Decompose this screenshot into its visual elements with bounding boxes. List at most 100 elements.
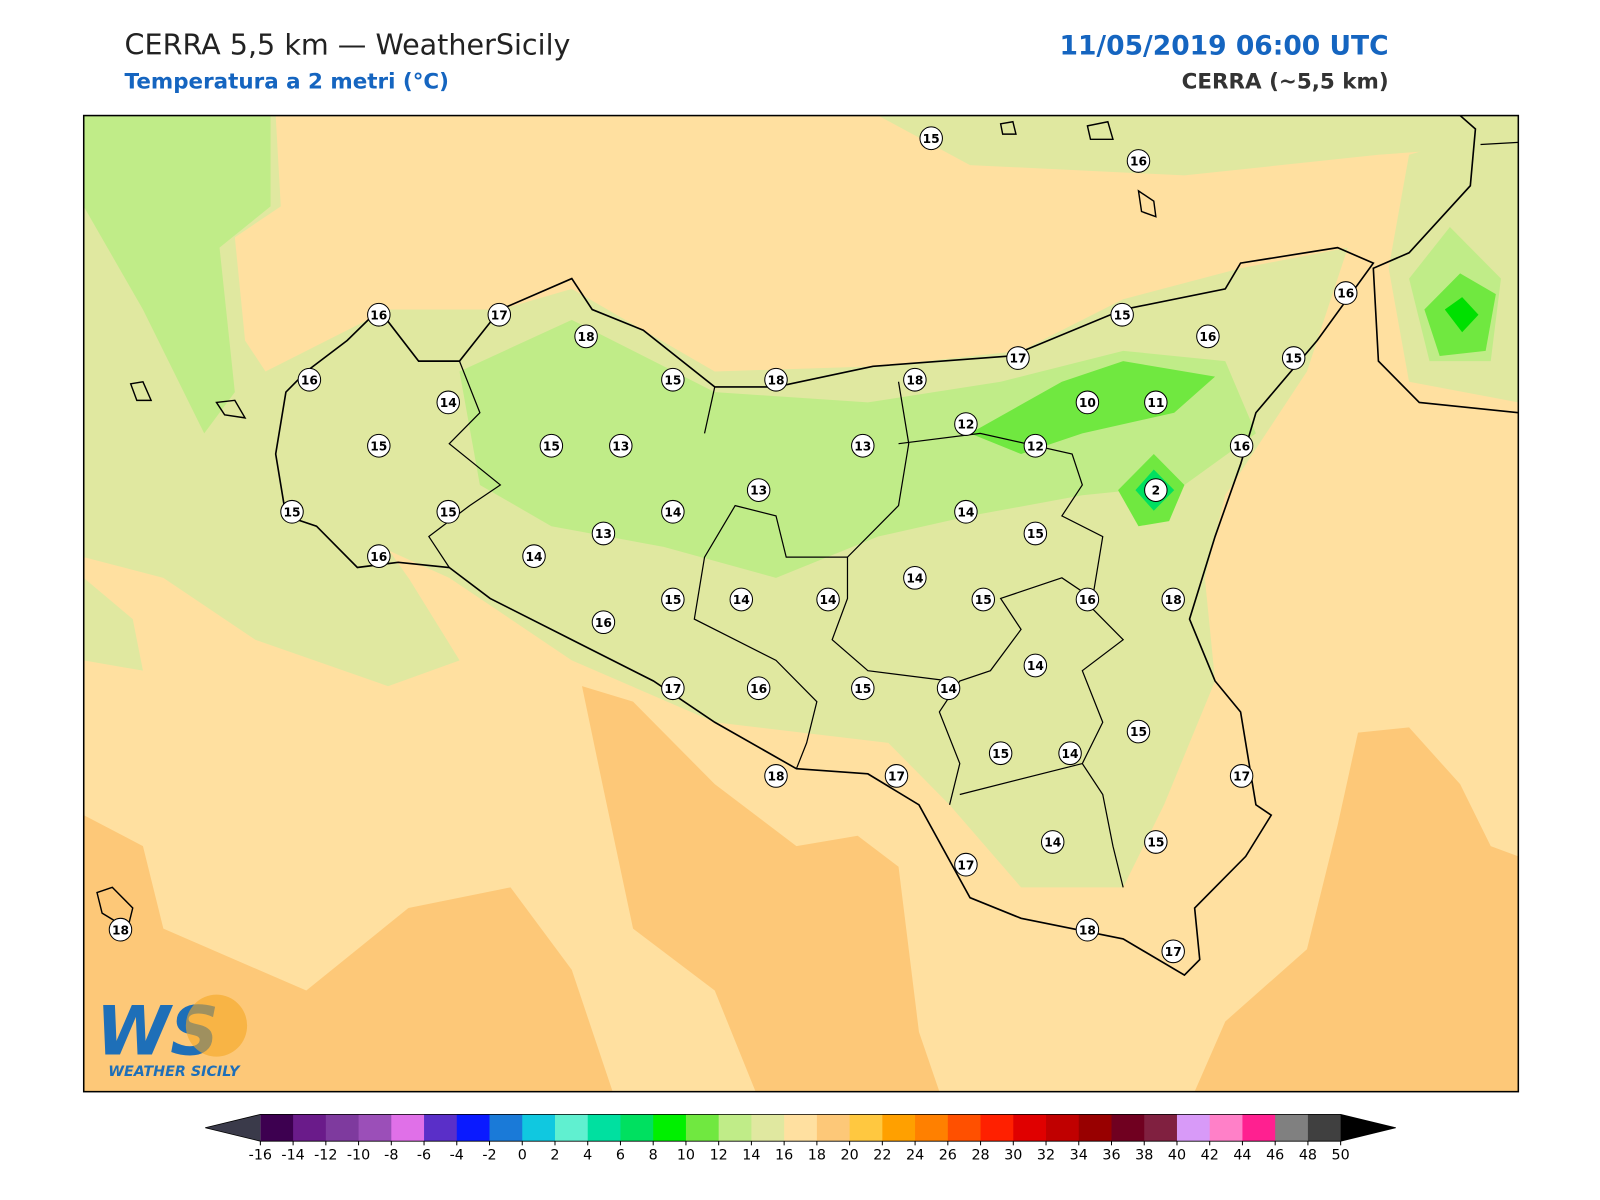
station-value: 13: [595, 527, 612, 541]
colorbar-tick-label: 48: [1299, 1148, 1317, 1164]
colorbar-tick-label: 16: [775, 1148, 793, 1164]
station-value: 16: [1337, 287, 1354, 301]
colorbar-swatch: [718, 1114, 752, 1142]
colorbar-tick-label: 44: [1233, 1148, 1251, 1164]
station-marker: [1334, 281, 1358, 305]
station-marker: [297, 367, 322, 392]
title: CERRA 5,5 km — WeatherSicily: [125, 28, 571, 62]
station-value: 15: [1130, 725, 1147, 739]
field-band: [83, 115, 271, 434]
colorbar-tick-label: 2: [550, 1148, 559, 1164]
colorbar-swatch: [784, 1114, 818, 1142]
colorbar-swatch: [522, 1114, 556, 1142]
colorbar-swatch: [1176, 1114, 1211, 1142]
station-value: 15: [975, 593, 992, 607]
station-value: 18: [1079, 923, 1096, 937]
field-band: [1444, 297, 1479, 333]
station-marker: [1144, 478, 1168, 502]
station-marker: [661, 676, 685, 701]
station-value: 18: [767, 770, 784, 784]
station-value: 17: [491, 308, 508, 322]
station-marker: [1161, 939, 1185, 964]
station-marker: [884, 764, 909, 788]
station-marker: [280, 499, 304, 524]
colorbar-tick-label: -4: [450, 1148, 464, 1164]
colorbar-swatch: [554, 1114, 589, 1142]
coastline: [1372, 115, 1519, 414]
station-marker: [436, 390, 460, 415]
colorbar-over: [1340, 1114, 1396, 1142]
logo-sun: [185, 994, 248, 1057]
colorbar-swatch: [325, 1114, 360, 1142]
station-value: 16: [595, 616, 612, 630]
station-value: 17: [888, 770, 905, 784]
colorbar-tick-label: 18: [808, 1148, 826, 1164]
logo-text: WEATHER SICILY: [108, 1064, 241, 1080]
colorbar-swatch: [456, 1114, 491, 1142]
station-marker: [1040, 830, 1065, 854]
station-marker: [661, 367, 685, 392]
station-marker: [436, 499, 460, 524]
colorbar-swatch: [1307, 1114, 1342, 1142]
station-value: 18: [578, 330, 595, 344]
colorbar-swatch: [915, 1114, 949, 1142]
colorbar-swatch: [391, 1114, 425, 1142]
station-value: 12: [957, 418, 974, 432]
station-value: 15: [923, 132, 940, 146]
station-marker: [954, 852, 978, 877]
station-value: 14: [906, 571, 923, 585]
station-value: 16: [1233, 439, 1250, 453]
station-value: 15: [992, 747, 1009, 761]
station-marker: [971, 587, 996, 612]
station-value: 15: [1285, 352, 1302, 366]
station-value: 14: [1062, 747, 1079, 761]
station-marker: [936, 676, 961, 701]
station-marker: [108, 917, 133, 942]
station-value: 14: [525, 550, 542, 564]
station-value: 14: [440, 396, 457, 410]
station-marker: [539, 433, 564, 458]
station-marker: [1058, 741, 1082, 766]
station-marker: [1023, 433, 1048, 458]
station-value: 16: [370, 308, 387, 322]
colorbar-swatch: [587, 1114, 621, 1142]
colorbar-tick-label: 24: [906, 1148, 924, 1164]
station-value: 15: [440, 505, 457, 519]
colorbar-swatch: [1013, 1114, 1047, 1142]
station-value: 13: [854, 439, 871, 453]
station-value: 15: [1147, 836, 1164, 850]
station-marker: [746, 478, 771, 502]
station-value: 18: [112, 923, 129, 937]
station-marker: [367, 544, 391, 569]
colorbar-swatch: [1078, 1114, 1113, 1142]
station-marker: [591, 521, 616, 546]
colorbar-swatch: [620, 1114, 654, 1142]
station-value: 18: [906, 373, 923, 387]
station-value: 16: [370, 550, 387, 564]
station-marker: [367, 433, 391, 458]
station-value: 2: [1152, 484, 1161, 498]
station-marker: [1161, 587, 1185, 612]
colorbar-tick-label: 12: [710, 1148, 728, 1164]
field-band: [306, 577, 460, 687]
colorbar-tick-label: -10: [347, 1148, 370, 1164]
station-value: 13: [612, 439, 629, 453]
colorbar-swatch: [1275, 1114, 1309, 1142]
colorbar-swatch: [260, 1114, 294, 1142]
colorbar-swatch: [882, 1114, 916, 1142]
station-marker: [1075, 390, 1100, 415]
logo: WS WEATHER SICILY: [96, 991, 248, 1080]
station-marker: [903, 367, 927, 392]
colorbar-swatch: [489, 1114, 523, 1142]
station-value: 15: [854, 682, 871, 696]
colorbar-tick-label: 6: [616, 1148, 625, 1164]
colorbar-tick-label: 46: [1266, 1148, 1284, 1164]
station-value: 15: [1027, 527, 1044, 541]
colorbar-tick-label: 10: [677, 1148, 695, 1164]
station-marker: [661, 587, 685, 612]
station-marker: [574, 324, 598, 349]
station-value: 17: [1165, 945, 1182, 959]
colorbar-tick-label: 34: [1070, 1148, 1088, 1164]
station-marker: [903, 565, 927, 590]
station-marker: [746, 676, 771, 701]
